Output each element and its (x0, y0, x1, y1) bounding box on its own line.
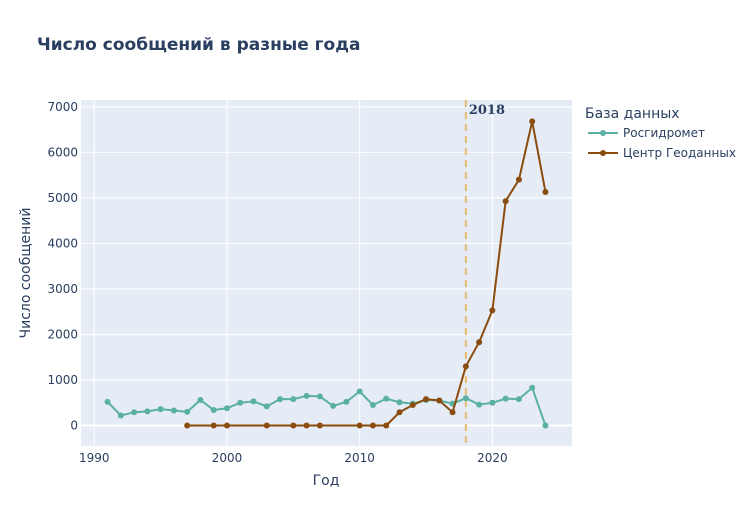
data-point (277, 396, 284, 403)
annotation-layer: 2018 (464, 100, 505, 446)
data-point (529, 118, 536, 125)
y-tick-label: 4000 (47, 236, 78, 250)
legend-swatch-marker (600, 150, 606, 156)
data-point (237, 399, 244, 406)
data-point (303, 422, 310, 429)
data-point (263, 422, 270, 429)
y-tick-label: 6000 (47, 145, 78, 159)
data-point (170, 407, 177, 414)
data-point (369, 422, 376, 429)
data-point (436, 397, 443, 404)
series-layer (104, 118, 549, 429)
y-tick-label: 3000 (47, 282, 78, 296)
data-point (223, 405, 230, 412)
annotation-label: 2018 (469, 103, 505, 118)
data-point (117, 412, 124, 419)
data-point (330, 402, 337, 409)
data-point (502, 395, 509, 402)
y-tick-label: 5000 (47, 191, 78, 205)
legend-swatch-marker (600, 130, 606, 136)
legend: База данных Росгидромет Центр Геоданных (585, 106, 736, 160)
data-point (343, 398, 350, 405)
data-point (263, 403, 270, 410)
data-point (383, 395, 390, 402)
series-line (106, 386, 547, 426)
data-point (131, 409, 138, 416)
data-point (489, 307, 496, 314)
legend-item[interactable]: Центр Геоданных (588, 146, 736, 160)
legend-label: Росгидромет (623, 126, 705, 140)
data-point (515, 176, 522, 183)
data-point (396, 409, 403, 416)
legend-items: Росгидромет Центр Геоданных (588, 126, 736, 160)
data-point (210, 422, 217, 429)
data-point (356, 422, 363, 429)
legend-label: Центр Геоданных (623, 146, 736, 160)
data-point (462, 395, 469, 402)
legend-item[interactable]: Росгидромет (588, 126, 705, 140)
grid-lines (81, 100, 572, 446)
data-point (157, 406, 164, 413)
data-point (396, 399, 403, 406)
x-tick-label: 2010 (344, 451, 375, 465)
data-point (290, 396, 297, 403)
x-tick-label: 2000 (212, 451, 243, 465)
data-point (197, 397, 204, 404)
data-point (303, 392, 310, 399)
plot-area (81, 100, 572, 446)
data-point (210, 407, 217, 414)
y-tick-label: 1000 (47, 373, 78, 387)
data-point (356, 388, 363, 395)
data-point (515, 396, 522, 403)
series-2 (184, 118, 549, 429)
data-point (250, 398, 257, 405)
data-point (369, 402, 376, 409)
data-point (476, 339, 483, 346)
y-tick-label: 7000 (47, 100, 78, 114)
series-line (187, 120, 547, 427)
series-1 (104, 384, 549, 429)
data-point (409, 402, 416, 409)
data-point (542, 422, 549, 429)
data-point (462, 363, 469, 370)
data-point (476, 401, 483, 408)
data-point (502, 198, 509, 205)
x-axis-ticks: 1990 2000 2010 2020 (79, 451, 508, 465)
y-axis-title: Число сообщений (18, 208, 34, 339)
data-point (223, 422, 230, 429)
y-axis-ticks: 0 1000 2000 3000 4000 5000 6000 7000 (47, 100, 78, 433)
data-point (529, 384, 536, 391)
y-tick-label: 0 (70, 419, 78, 433)
data-point (316, 393, 323, 400)
data-point (423, 396, 430, 403)
data-point (144, 408, 151, 415)
data-point (184, 422, 191, 429)
data-point (104, 398, 111, 405)
data-point (184, 408, 191, 415)
data-point (542, 188, 549, 195)
x-tick-label: 2020 (477, 451, 508, 465)
chart-title: Число сообщений в разные года (37, 35, 360, 55)
x-tick-label: 1990 (79, 451, 110, 465)
data-point (383, 422, 390, 429)
data-point (290, 422, 297, 429)
data-point (489, 399, 496, 406)
data-point (449, 409, 456, 416)
y-tick-label: 2000 (47, 327, 78, 341)
x-axis-title: Год (313, 473, 340, 489)
legend-title: База данных (585, 106, 680, 122)
data-point (316, 422, 323, 429)
